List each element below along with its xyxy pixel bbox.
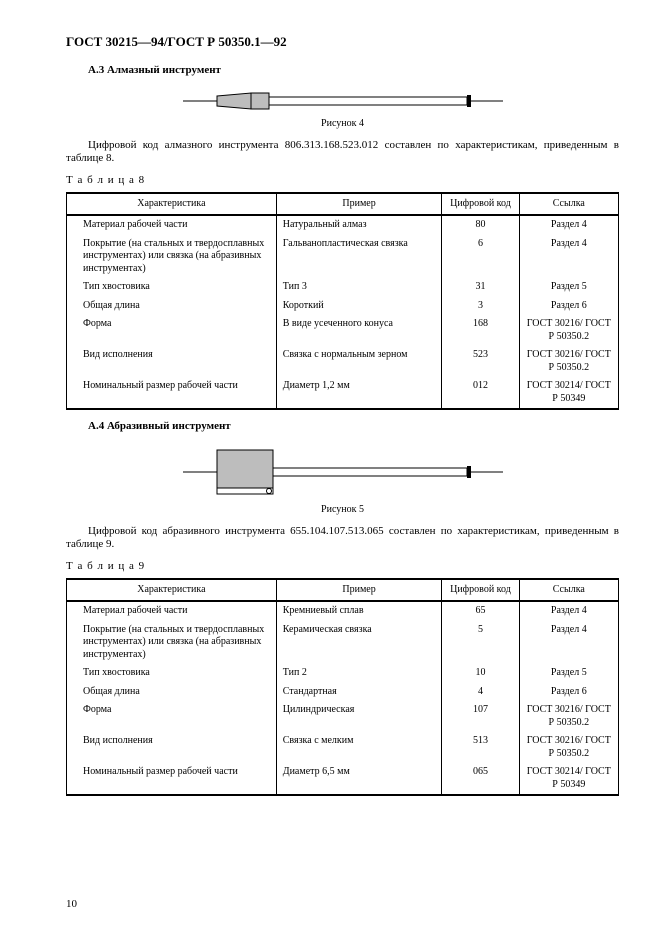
cell-reference: Раздел 4 xyxy=(519,235,618,279)
cell-characteristic: Форма xyxy=(67,701,277,732)
cell-reference: Раздел 4 xyxy=(519,215,618,235)
cell-example: Цилиндрическая xyxy=(276,701,442,732)
table-header: Цифровой код xyxy=(442,579,519,602)
table-row: Вид исполненияСвязка с нормальным зерном… xyxy=(67,346,619,377)
cell-characteristic: Покрытие (на стальных и твердосплавных и… xyxy=(67,235,277,279)
cell-reference: Раздел 5 xyxy=(519,664,618,683)
cell-reference: ГОСТ 30216/ ГОСТ Р 50350.2 xyxy=(519,346,618,377)
cell-reference: Раздел 4 xyxy=(519,621,618,665)
section-a3-heading: А.3 Алмазный инструмент xyxy=(88,64,619,78)
cell-example: Кремниевый сплав xyxy=(276,601,442,621)
cell-characteristic: Материал рабочей части xyxy=(67,215,277,235)
figure-4: Рисунок 4 xyxy=(66,88,619,131)
cell-code: 107 xyxy=(442,701,519,732)
cell-reference: ГОСТ 30214/ ГОСТ Р 50349 xyxy=(519,377,618,409)
table-row: Вид исполненияСвязка с мелким513ГОСТ 302… xyxy=(67,732,619,763)
cell-characteristic: Вид исполнения xyxy=(67,346,277,377)
cell-characteristic: Форма xyxy=(67,315,277,346)
table-row: Тип хвостовикаТип 331Раздел 5 xyxy=(67,278,619,297)
cell-characteristic: Номинальный размер рабочей части xyxy=(67,377,277,409)
cell-example: В виде усеченного конуса xyxy=(276,315,442,346)
figure-5-caption: Рисунок 5 xyxy=(321,504,364,517)
table-header: Цифровой код xyxy=(442,193,519,216)
cell-code: 5 xyxy=(442,621,519,665)
table-row: Покрытие (на стальных и твердосплавных и… xyxy=(67,235,619,279)
table-row: Общая длинаКороткий3Раздел 6 xyxy=(67,297,619,316)
cell-characteristic: Общая длина xyxy=(67,683,277,702)
table-row: Общая длинаСтандартная4Раздел 6 xyxy=(67,683,619,702)
table-header: Пример xyxy=(276,193,442,216)
figure-5: Рисунок 5 xyxy=(66,444,619,517)
table-9-body: Материал рабочей частиКремниевый сплав65… xyxy=(67,601,619,795)
cell-example: Тип 2 xyxy=(276,664,442,683)
cell-reference: Раздел 6 xyxy=(519,683,618,702)
cell-example: Тип 3 xyxy=(276,278,442,297)
table-row: ФормаВ виде усеченного конуса168ГОСТ 302… xyxy=(67,315,619,346)
table-8-label: Т а б л и ц а 8 xyxy=(66,174,619,188)
table-header: Ссылка xyxy=(519,193,618,216)
table-header: Характеристика xyxy=(67,193,277,216)
cell-code: 513 xyxy=(442,732,519,763)
cell-example: Гальванопластическая связка xyxy=(276,235,442,279)
cell-characteristic: Номинальный размер рабочей части xyxy=(67,763,277,795)
diamond-tool-icon xyxy=(183,88,503,114)
cell-reference: Раздел 4 xyxy=(519,601,618,621)
cell-code: 80 xyxy=(442,215,519,235)
cell-reference: ГОСТ 30216/ ГОСТ Р 50350.2 xyxy=(519,701,618,732)
table-row: Тип хвостовикаТип 210Раздел 5 xyxy=(67,664,619,683)
cell-characteristic: Вид исполнения xyxy=(67,732,277,763)
table-header: Пример xyxy=(276,579,442,602)
cell-characteristic: Покрытие (на стальных и твердосплавных и… xyxy=(67,621,277,665)
figure-4-caption: Рисунок 4 xyxy=(321,118,364,131)
table-row: Материал рабочей частиНатуральный алмаз8… xyxy=(67,215,619,235)
cell-code: 31 xyxy=(442,278,519,297)
cell-characteristic: Тип хвостовика xyxy=(67,278,277,297)
cell-reference: ГОСТ 30214/ ГОСТ Р 50349 xyxy=(519,763,618,795)
table-row: Покрытие (на стальных и твердосплавных и… xyxy=(67,621,619,665)
cell-reference: Раздел 5 xyxy=(519,278,618,297)
section-a3-paragraph: Цифровой код алмазного инструмента 806.3… xyxy=(66,139,619,167)
cell-code: 6 xyxy=(442,235,519,279)
cell-example: Короткий xyxy=(276,297,442,316)
cell-reference: Раздел 6 xyxy=(519,297,618,316)
table-row: Материал рабочей частиКремниевый сплав65… xyxy=(67,601,619,621)
cell-example: Натуральный алмаз xyxy=(276,215,442,235)
cell-example: Связка с нормальным зерном xyxy=(276,346,442,377)
page-number: 10 xyxy=(66,898,77,912)
table-9: Характеристика Пример Цифровой код Ссылк… xyxy=(66,578,619,797)
cell-code: 012 xyxy=(442,377,519,409)
cell-example: Стандартная xyxy=(276,683,442,702)
cell-reference: ГОСТ 30216/ ГОСТ Р 50350.2 xyxy=(519,732,618,763)
document-title: ГОСТ 30215—94/ГОСТ Р 50350.1—92 xyxy=(66,34,619,50)
cell-characteristic: Общая длина xyxy=(67,297,277,316)
cell-example: Связка с мелким xyxy=(276,732,442,763)
table-header: Характеристика xyxy=(67,579,277,602)
cell-characteristic: Материал рабочей части xyxy=(67,601,277,621)
table-row: ФормаЦилиндрическая107ГОСТ 30216/ ГОСТ Р… xyxy=(67,701,619,732)
cell-code: 4 xyxy=(442,683,519,702)
cell-example: Диаметр 1,2 мм xyxy=(276,377,442,409)
cell-reference: ГОСТ 30216/ ГОСТ Р 50350.2 xyxy=(519,315,618,346)
table-row: Номинальный размер рабочей частиДиаметр … xyxy=(67,377,619,409)
table-8: Характеристика Пример Цифровой код Ссылк… xyxy=(66,192,619,411)
table-header: Ссылка xyxy=(519,579,618,602)
cell-code: 168 xyxy=(442,315,519,346)
page: { "doc_title": "ГОСТ 30215—94/ГОСТ Р 503… xyxy=(0,0,661,936)
cell-code: 10 xyxy=(442,664,519,683)
table-9-label: Т а б л и ц а 9 xyxy=(66,560,619,574)
section-a4-paragraph: Цифровой код абразивного инструмента 655… xyxy=(66,525,619,553)
section-a4-heading: А.4 Абразивный инструмент xyxy=(88,420,619,434)
cell-example: Керамическая связка xyxy=(276,621,442,665)
cell-code: 523 xyxy=(442,346,519,377)
cell-example: Диаметр 6,5 мм xyxy=(276,763,442,795)
abrasive-tool-icon xyxy=(183,444,503,500)
cell-code: 065 xyxy=(442,763,519,795)
cell-code: 65 xyxy=(442,601,519,621)
table-8-body: Материал рабочей частиНатуральный алмаз8… xyxy=(67,215,619,409)
table-row: Номинальный размер рабочей частиДиаметр … xyxy=(67,763,619,795)
cell-characteristic: Тип хвостовика xyxy=(67,664,277,683)
cell-code: 3 xyxy=(442,297,519,316)
